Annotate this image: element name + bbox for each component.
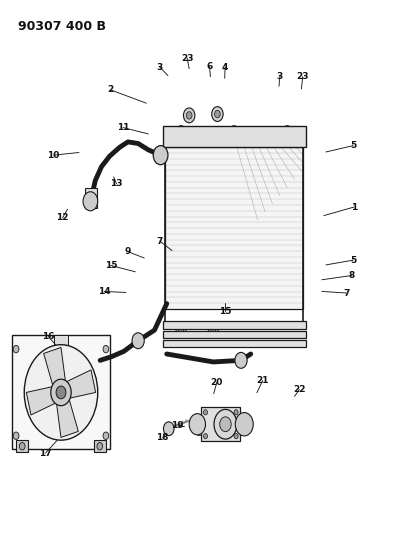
Circle shape (19, 442, 25, 450)
Text: 16: 16 (42, 332, 55, 341)
Text: 8: 8 (349, 271, 355, 280)
Text: 11: 11 (117, 123, 129, 132)
Text: 5: 5 (350, 256, 356, 265)
Circle shape (51, 379, 71, 406)
Text: 3: 3 (157, 63, 163, 71)
Text: 22: 22 (293, 385, 306, 394)
Circle shape (235, 352, 247, 368)
Circle shape (234, 410, 238, 415)
Polygon shape (57, 399, 79, 438)
Circle shape (13, 432, 19, 439)
Text: 5: 5 (350, 141, 356, 150)
Text: 15: 15 (219, 306, 231, 316)
Circle shape (220, 417, 231, 432)
Circle shape (215, 110, 220, 118)
Bar (85, 188, 97, 208)
Circle shape (208, 324, 218, 336)
Polygon shape (44, 348, 65, 385)
Circle shape (178, 327, 183, 333)
Text: 3: 3 (277, 72, 283, 81)
Bar (12, 335, 110, 449)
Text: 17: 17 (39, 449, 52, 458)
Circle shape (83, 192, 98, 211)
Bar (165, 147, 303, 309)
Bar (201, 407, 240, 441)
Circle shape (103, 345, 109, 353)
Circle shape (203, 433, 208, 439)
Circle shape (203, 410, 208, 415)
Text: 9: 9 (125, 247, 131, 256)
Circle shape (56, 386, 66, 399)
Circle shape (189, 414, 206, 435)
Bar (165, 134, 303, 322)
Bar (16, 440, 28, 452)
Polygon shape (163, 340, 305, 348)
Text: 20: 20 (211, 377, 223, 386)
Circle shape (164, 422, 174, 435)
Circle shape (176, 324, 186, 336)
Text: 10: 10 (47, 151, 60, 160)
Text: 7: 7 (343, 288, 349, 297)
Text: 2: 2 (108, 85, 114, 94)
Polygon shape (163, 126, 305, 147)
Text: 90307 400 B: 90307 400 B (18, 20, 106, 33)
Circle shape (231, 129, 237, 136)
Text: 1: 1 (351, 203, 357, 212)
Polygon shape (163, 331, 305, 338)
Text: 13: 13 (110, 179, 123, 188)
Circle shape (175, 126, 186, 140)
Text: 19: 19 (171, 421, 184, 430)
Polygon shape (26, 387, 55, 415)
Text: 14: 14 (98, 287, 111, 296)
Text: 7: 7 (157, 237, 163, 246)
Circle shape (211, 327, 216, 333)
Polygon shape (67, 370, 96, 398)
Circle shape (178, 129, 184, 136)
Text: 18: 18 (157, 433, 169, 442)
Circle shape (97, 442, 103, 450)
Bar (54, 335, 68, 345)
Circle shape (214, 409, 237, 439)
Text: 4: 4 (222, 63, 228, 71)
Circle shape (234, 433, 238, 439)
Circle shape (153, 146, 168, 165)
Circle shape (284, 129, 290, 136)
Circle shape (13, 345, 19, 353)
Circle shape (186, 112, 192, 119)
Circle shape (229, 126, 239, 140)
Circle shape (236, 413, 253, 436)
Text: 12: 12 (56, 213, 69, 222)
Circle shape (24, 345, 98, 440)
Circle shape (282, 126, 293, 140)
Polygon shape (163, 321, 305, 329)
Bar (94, 440, 106, 452)
Circle shape (183, 108, 195, 123)
Circle shape (212, 107, 223, 122)
Text: 21: 21 (256, 376, 269, 385)
Text: 23: 23 (296, 72, 309, 81)
Text: 23: 23 (181, 54, 194, 62)
Text: 15: 15 (104, 261, 117, 270)
Circle shape (132, 333, 144, 349)
Circle shape (103, 432, 109, 439)
Text: 6: 6 (206, 62, 213, 71)
